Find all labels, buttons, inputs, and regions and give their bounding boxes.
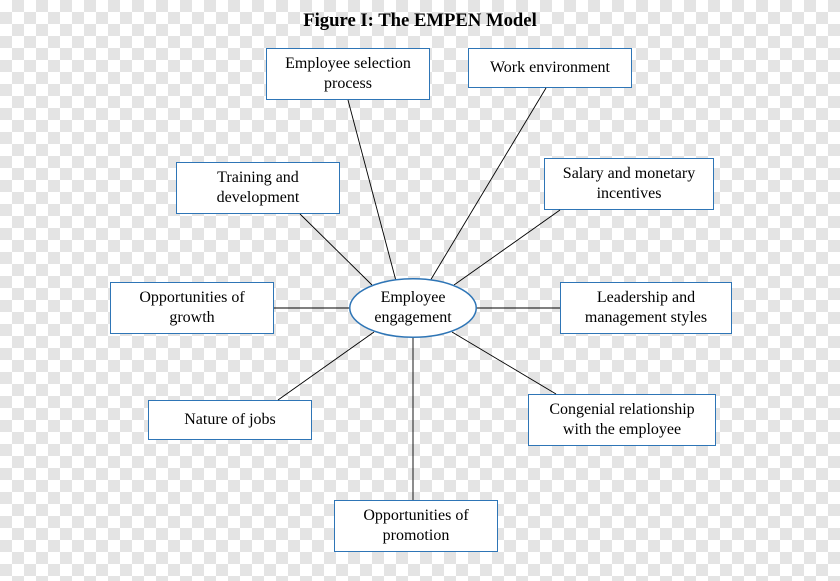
center-node: Employee engagement: [349, 278, 477, 338]
edge-cong: [452, 332, 556, 394]
edge-nat: [278, 332, 374, 400]
edge-train: [300, 214, 372, 285]
node-sal: Salary and monetary incentives: [544, 158, 714, 210]
center-label: Employee engagement: [349, 278, 477, 338]
node-sel: Employee selection process: [266, 48, 430, 100]
node-label: Leadership and management styles: [567, 288, 725, 328]
edge-env: [430, 88, 546, 281]
node-label: Opportunities of promotion: [341, 506, 491, 546]
figure-title: Figure I: The EMPEN Model: [0, 10, 840, 32]
node-label: Employee selection process: [273, 54, 423, 94]
edge-sel: [348, 100, 396, 281]
node-label: Salary and monetary incentives: [551, 164, 707, 204]
node-label: Congenial relationship with the employee: [535, 400, 709, 440]
node-label: Training and development: [183, 168, 333, 208]
node-prom: Opportunities of promotion: [334, 500, 498, 552]
node-label: Nature of jobs: [184, 410, 276, 430]
node-train: Training and development: [176, 162, 340, 214]
node-cong: Congenial relationship with the employee: [528, 394, 716, 446]
diagram-stage: Figure I: The EMPEN Model Employee engag…: [0, 0, 840, 581]
node-nat: Nature of jobs: [148, 400, 312, 440]
node-label: Opportunities of growth: [117, 288, 267, 328]
node-lead: Leadership and management styles: [560, 282, 732, 334]
edge-sal: [454, 210, 560, 285]
node-label: Work environment: [490, 58, 610, 78]
node-grow: Opportunities of growth: [110, 282, 274, 334]
node-env: Work environment: [468, 48, 632, 88]
